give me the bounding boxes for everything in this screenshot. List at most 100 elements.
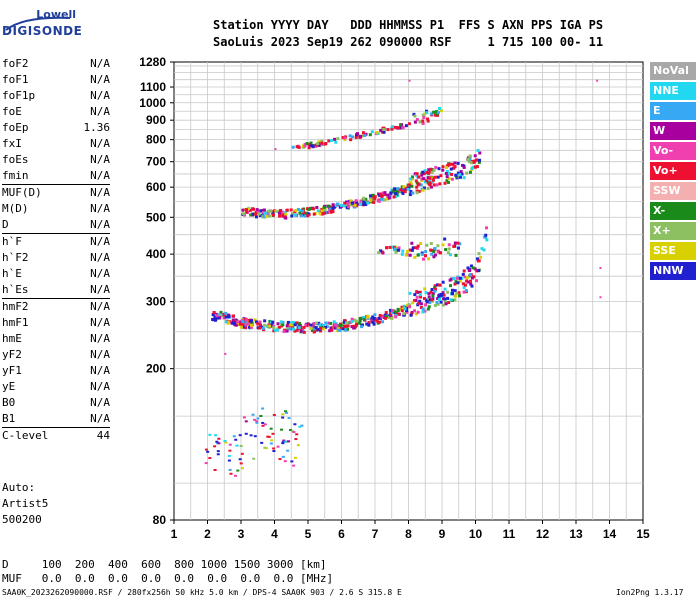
echo-point [344, 328, 348, 332]
param-separator [2, 427, 110, 428]
echo-point [278, 214, 282, 218]
echo-point [413, 255, 417, 259]
echo-point [384, 311, 388, 315]
echo-point [312, 207, 316, 211]
echo-point [465, 279, 469, 283]
echo-point [265, 214, 269, 218]
echo-point [341, 136, 345, 140]
echo-point [391, 308, 395, 312]
echo-point [421, 119, 425, 123]
param-row: yF1 N/A [2, 363, 110, 379]
echo-point [462, 269, 466, 273]
echo-point [452, 166, 456, 170]
param-row: hmF1 N/A [2, 315, 110, 331]
echo-point [354, 199, 358, 203]
echo-point [438, 107, 442, 111]
echo-point [415, 181, 419, 185]
echo-point [244, 420, 248, 423]
echo-point [330, 328, 334, 332]
echo-point [359, 317, 363, 321]
echo-point [443, 181, 447, 185]
echo-point [484, 235, 488, 239]
echo-point [266, 325, 270, 329]
echo-point [368, 133, 372, 137]
echo-point [443, 297, 447, 301]
echo-point [309, 141, 313, 145]
echo-point [405, 249, 409, 253]
echo-point [345, 324, 349, 328]
echo-point [323, 142, 327, 146]
param-row: foEp 1.36 [2, 120, 110, 136]
echo-point [270, 323, 274, 327]
echo-point [454, 253, 458, 257]
echo-point [394, 192, 398, 196]
echo-point [312, 212, 316, 216]
echo-point [469, 282, 473, 286]
echo-point [441, 280, 445, 284]
echo-point [285, 329, 289, 333]
echo-point [410, 177, 414, 181]
echo-point [266, 209, 270, 213]
echo-point [364, 197, 368, 201]
echo-point [248, 208, 252, 212]
echo-point [333, 137, 337, 141]
logo-company: Lowell [36, 8, 76, 21]
echo-point [409, 313, 413, 317]
echo-point [410, 248, 414, 252]
param-name: fmin [2, 169, 29, 182]
echo-point [234, 474, 238, 477]
echo-point [403, 188, 407, 192]
echo-point [380, 130, 384, 134]
echo-point [246, 322, 250, 326]
echo-point [213, 315, 217, 319]
echo-point [400, 252, 404, 256]
echo-point [429, 241, 433, 245]
echo-point [240, 467, 244, 470]
echo-point [242, 212, 246, 216]
echo-point [294, 208, 298, 212]
echo-point [454, 173, 458, 177]
echo-point [229, 472, 233, 475]
noise-point [408, 79, 411, 82]
echo-point [241, 323, 245, 327]
echo-point [380, 197, 384, 201]
echo-point [435, 300, 439, 304]
echo-point [269, 442, 273, 445]
echo-point [433, 175, 437, 179]
echo-point [262, 208, 266, 212]
echo-point [408, 305, 412, 309]
echo-point [451, 162, 455, 166]
echo-point [244, 318, 248, 322]
echo-point [446, 180, 450, 184]
echo-point [375, 319, 379, 323]
param-row: fxI N/A [2, 136, 110, 152]
echo-point [401, 126, 405, 130]
echo-point [409, 189, 413, 193]
echo-point [427, 171, 431, 175]
echo-point [241, 208, 245, 212]
echo-point [336, 326, 340, 330]
auto-version: 500200 [2, 513, 42, 526]
echo-point [236, 469, 240, 472]
echo-point [351, 203, 355, 207]
param-value: N/A [90, 169, 110, 182]
echo-point [474, 165, 478, 169]
echo-point [329, 138, 333, 142]
echo-point [417, 301, 421, 305]
echo-point [204, 462, 208, 465]
echo-point [427, 295, 431, 299]
echo-point [371, 315, 375, 319]
echo-point [475, 165, 479, 169]
echo-point [238, 434, 242, 437]
echo-point [372, 322, 376, 326]
muf-row: MUF 0.0 0.0 0.0 0.0 0.0 0.0 0.0 0.0 [MHz… [2, 572, 334, 585]
echo-point [405, 306, 409, 310]
x-tick-label: 6 [338, 527, 345, 541]
echo-point [394, 310, 398, 314]
echo-point [290, 460, 294, 463]
param-separator [2, 184, 110, 185]
echo-point [412, 299, 416, 303]
legend-item-vo: Vo+ [650, 162, 696, 180]
echo-point [271, 211, 275, 215]
echo-point [213, 469, 217, 472]
